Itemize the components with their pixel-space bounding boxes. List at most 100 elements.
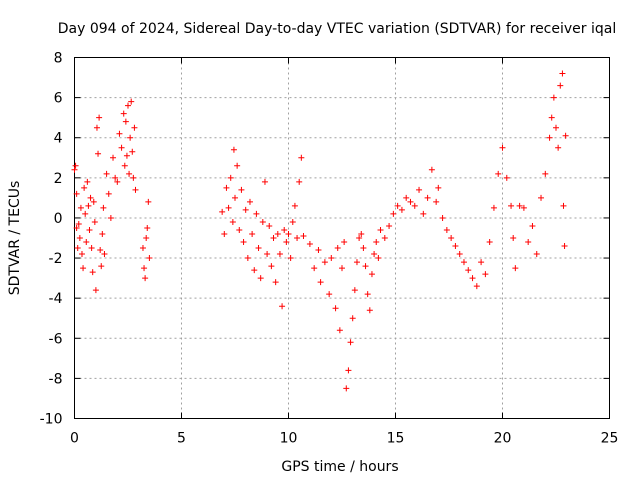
chart-title: Day 094 of 2024, Sidereal Day-to-day VTE… — [58, 21, 616, 37]
data-point — [142, 275, 149, 282]
data-point — [127, 134, 134, 141]
data-point — [364, 291, 371, 298]
data-point — [341, 239, 348, 246]
data-point — [548, 114, 555, 121]
data-point — [403, 194, 410, 201]
x-tick-label: 20 — [494, 431, 512, 447]
data-point — [381, 235, 388, 241]
data-point — [486, 239, 493, 246]
data-point — [76, 235, 83, 241]
data-point — [95, 150, 102, 157]
data-point — [366, 307, 373, 314]
data-point — [85, 202, 92, 209]
data-point — [394, 202, 401, 209]
data-point — [546, 134, 553, 141]
data-point — [538, 194, 545, 201]
data-point — [520, 204, 527, 211]
data-point — [435, 184, 442, 191]
data-point — [232, 194, 238, 201]
data-point — [242, 206, 249, 213]
data-point — [296, 178, 303, 185]
data-point — [114, 178, 121, 185]
data-point — [510, 235, 517, 241]
y-tick-label: -6 — [49, 331, 63, 347]
x-tick-labels: 0 5 10 15 20 25 — [70, 431, 618, 447]
data-point — [73, 190, 80, 197]
data-point — [345, 367, 352, 374]
y-tick-labels: -10 -8 -6 -4 -2 0 2 4 6 8 — [40, 51, 63, 428]
data-point — [87, 194, 94, 201]
data-point — [315, 247, 322, 254]
data-point — [122, 118, 129, 125]
y-tick-label: -8 — [49, 371, 63, 387]
data-point — [120, 110, 127, 117]
data-point — [373, 239, 380, 246]
data-point — [112, 174, 119, 181]
data-point — [377, 226, 384, 233]
data-point — [101, 251, 108, 258]
data-point — [508, 202, 515, 209]
data-point — [71, 166, 78, 173]
data-point — [255, 245, 262, 252]
data-point — [264, 251, 271, 258]
data-point — [478, 259, 485, 266]
y-axis-label: SDTVAR / TECUs — [7, 181, 23, 296]
data-point — [229, 218, 236, 225]
data-point — [123, 152, 130, 159]
data-point — [386, 222, 393, 229]
x-tick-label: 0 — [70, 431, 79, 447]
data-point — [368, 271, 375, 278]
data-point — [332, 305, 339, 312]
data-point — [356, 235, 363, 241]
x-axis-label: GPS time / hours — [281, 459, 398, 475]
data-point — [146, 255, 153, 262]
data-point — [294, 235, 301, 241]
data-point — [96, 114, 103, 121]
data-point — [411, 202, 418, 209]
data-point — [326, 291, 333, 298]
data-point — [107, 214, 114, 221]
data-point — [503, 174, 510, 181]
data-point — [283, 239, 290, 246]
data-point — [311, 265, 318, 272]
data-point — [86, 226, 93, 233]
data-point — [473, 283, 480, 290]
data-point — [349, 315, 356, 322]
data-point — [91, 218, 98, 225]
data-point — [321, 259, 328, 266]
y-tick-label: -2 — [49, 251, 63, 267]
data-point — [139, 245, 146, 252]
data-point — [144, 224, 151, 231]
data-point — [529, 222, 536, 229]
data-point — [234, 162, 241, 169]
data-point — [433, 198, 440, 205]
data-point — [261, 178, 268, 185]
data-point — [443, 226, 450, 233]
data-point — [439, 214, 446, 221]
data-point — [460, 259, 467, 266]
data-point — [251, 267, 258, 274]
data-point — [105, 190, 112, 197]
data-point — [279, 303, 286, 310]
y-tick-label: 2 — [54, 171, 63, 187]
data-point — [78, 251, 85, 258]
data-point — [129, 148, 136, 155]
data-point — [495, 170, 502, 177]
data-point — [83, 239, 90, 246]
data-point — [555, 144, 562, 151]
x-tick-label: 5 — [177, 431, 186, 447]
data-point — [469, 275, 476, 282]
data-point — [390, 210, 397, 217]
data-point — [560, 202, 567, 209]
data-point — [347, 339, 354, 346]
data-point — [289, 218, 296, 225]
data-point — [141, 265, 148, 272]
data-point — [375, 255, 382, 262]
data-point — [416, 186, 423, 193]
data-point — [490, 204, 497, 211]
data-point — [225, 204, 232, 211]
data-point — [306, 241, 313, 248]
data-point — [328, 255, 335, 262]
data-point — [550, 94, 557, 101]
